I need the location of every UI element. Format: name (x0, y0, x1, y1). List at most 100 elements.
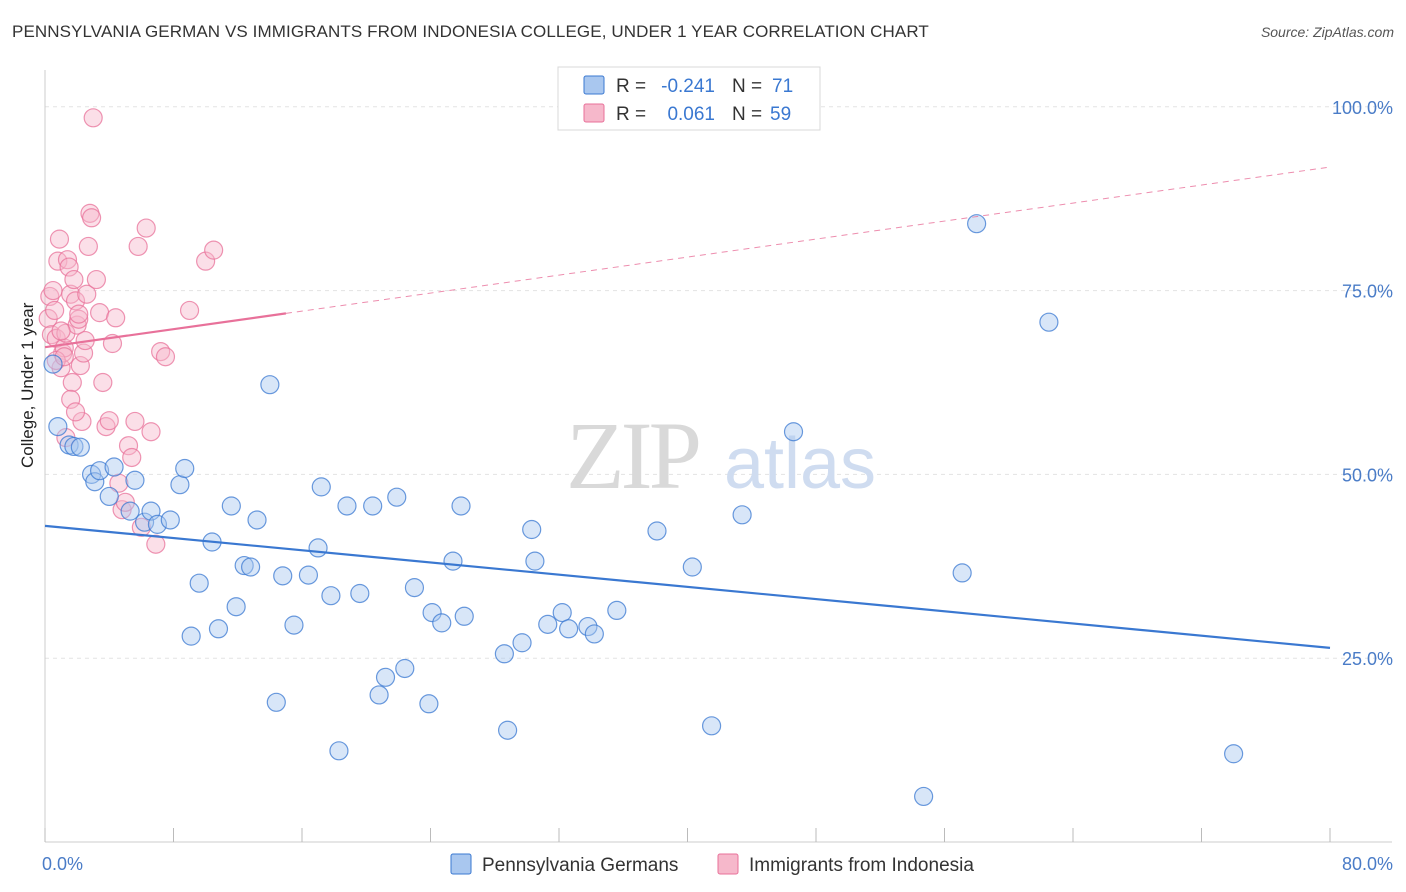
point-pink-43 (131, 517, 151, 537)
point-pink-6 (48, 251, 68, 271)
point-blue-56 (552, 603, 572, 623)
series-legend: Pennsylvania Germans Immigrants from Ind… (450, 853, 974, 876)
point-blue-66 (914, 786, 934, 807)
point-blue-23 (226, 597, 246, 617)
point-pink-35 (106, 308, 126, 328)
point-blue-50 (494, 644, 514, 664)
point-blue-9 (104, 457, 124, 477)
point-pink-24 (77, 284, 97, 304)
point-blue-43 (404, 578, 425, 598)
point-blue-51 (498, 720, 518, 740)
point-pink-44 (136, 218, 156, 238)
point-pink-50 (196, 251, 216, 271)
point-blue-3 (64, 436, 84, 457)
point-pink-30 (90, 303, 110, 323)
legend-swatch-blue (583, 75, 605, 95)
chart-title: PENNSYLVANIA GERMAN VS IMMIGRANTS FROM I… (12, 22, 929, 41)
point-blue-45 (422, 603, 442, 623)
point-blue-41 (387, 487, 407, 507)
point-pink-4 (45, 300, 65, 321)
point-blue-25 (241, 557, 261, 577)
point-pink-13 (59, 257, 79, 277)
point-blue-47 (443, 551, 463, 571)
legend-n-label-pink: N = (732, 104, 762, 125)
point-blue-65 (783, 422, 804, 442)
point-pink-49 (179, 300, 200, 321)
watermark: ZIP atlas (566, 402, 876, 509)
point-pink-33 (99, 411, 119, 431)
point-blue-37 (350, 583, 370, 604)
point-pink-31 (93, 372, 113, 393)
point-pink-12 (57, 250, 78, 270)
point-blue-69 (1039, 312, 1059, 332)
point-blue-61 (647, 521, 667, 541)
series-legend-swatch-blue (450, 853, 472, 875)
point-blue-68 (967, 214, 987, 234)
legend-correlation: R = -0.241 N = 71 R = 0.061 N = 59 (557, 66, 821, 131)
point-blue-59 (584, 624, 604, 644)
point-blue-28 (266, 692, 286, 712)
point-blue-54 (525, 551, 545, 571)
point-blue-53 (522, 519, 542, 540)
point-pink-41 (125, 411, 145, 432)
point-blue-24 (234, 555, 254, 576)
point-pink-7 (49, 229, 70, 249)
point-pink-51 (204, 240, 224, 260)
point-pink-15 (62, 372, 82, 393)
series-indonesia-points (38, 108, 224, 554)
point-pink-52 (51, 321, 71, 341)
source-credit: Source: ZipAtlas.com (1260, 24, 1394, 40)
point-blue-19 (189, 573, 209, 593)
point-pink-27 (81, 208, 102, 228)
point-blue-10 (120, 501, 140, 521)
point-blue-58 (578, 616, 598, 637)
point-blue-0 (43, 354, 63, 374)
y-tick-label-1: 50.0% (1342, 465, 1393, 485)
point-blue-33 (311, 477, 331, 497)
point-blue-60 (607, 600, 627, 621)
series-legend-label-blue: Pennsylvania Germans (482, 855, 678, 876)
point-pink-29 (86, 269, 107, 290)
point-pink-3 (43, 280, 63, 301)
axes (44, 70, 1392, 843)
point-blue-4 (70, 437, 90, 457)
point-blue-7 (90, 461, 110, 481)
point-blue-46 (432, 613, 452, 633)
x-tick-label-0: 0.0% (42, 854, 83, 874)
point-blue-1 (48, 416, 68, 437)
point-blue-8 (99, 486, 119, 507)
legend-n-value-pink: 59 (770, 104, 791, 125)
point-blue-67 (952, 563, 972, 583)
point-blue-17 (175, 458, 195, 479)
point-pink-19 (69, 309, 89, 329)
point-pink-57 (54, 347, 74, 367)
point-blue-40 (375, 667, 396, 687)
point-blue-52 (512, 633, 532, 653)
series-legend-swatch-pink (717, 853, 739, 875)
point-blue-31 (298, 565, 319, 585)
point-blue-32 (308, 538, 328, 558)
point-blue-34 (321, 586, 341, 606)
grid-lines (45, 106, 1392, 659)
point-blue-21 (208, 619, 229, 639)
point-blue-70 (1224, 744, 1244, 764)
legend-r-label-blue: R = (616, 76, 646, 97)
point-pink-58 (69, 304, 89, 324)
point-pink-32 (96, 416, 116, 437)
series-legend-label-pink: Immigrants from Indonesia (749, 855, 974, 876)
point-blue-42 (395, 658, 415, 679)
point-blue-63 (701, 716, 722, 736)
point-blue-11 (125, 470, 145, 490)
point-pink-40 (122, 447, 142, 468)
legend-r-value-pink: 0.061 (667, 104, 715, 125)
point-pink-28 (83, 108, 103, 128)
point-blue-30 (284, 615, 304, 635)
point-pink-21 (72, 411, 92, 432)
point-pink-46 (146, 534, 166, 554)
trend-line-pink (44, 312, 287, 349)
point-pink-25 (78, 236, 98, 257)
point-pink-20 (70, 355, 90, 376)
legend-n-label-blue: N = (732, 76, 762, 97)
point-pink-16 (64, 269, 84, 290)
point-blue-18 (181, 626, 201, 646)
